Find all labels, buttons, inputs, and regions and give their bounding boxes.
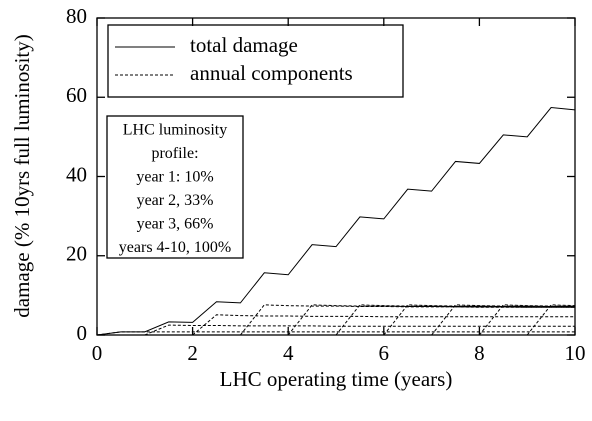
- component-line: [144, 324, 575, 336]
- annotation-box: [106, 115, 244, 259]
- x-tick-label: 0: [92, 341, 103, 365]
- x-tick-label: 6: [379, 341, 390, 365]
- annotation-line: profile:: [151, 145, 198, 162]
- component-line: [431, 304, 575, 336]
- y-axis-label: damage (% 10yrs full luminosity): [10, 34, 34, 317]
- x-tick-label: 8: [474, 341, 485, 365]
- y-tick-label: 20: [66, 242, 87, 266]
- x-tick-label: 10: [565, 341, 586, 365]
- y-tick-label: 60: [66, 83, 87, 107]
- annotation-line: years 4-10, 100%: [119, 239, 231, 256]
- series-line: [96, 107, 576, 336]
- y-tick-label: 0: [77, 321, 88, 345]
- legend-label: annual components: [190, 61, 353, 85]
- y-tick-label: 40: [66, 162, 87, 186]
- component-line: [526, 304, 576, 336]
- x-axis-label: LHC operating time (years): [220, 367, 453, 391]
- annotation-line: year 2, 33%: [137, 192, 214, 209]
- component-line: [192, 314, 575, 336]
- component-line: [240, 304, 575, 336]
- annotation-line: year 1: 10%: [136, 169, 213, 186]
- x-tick-label: 4: [283, 341, 294, 365]
- annotation-line: LHC luminosity: [123, 122, 227, 139]
- legend-label: total damage: [190, 33, 298, 57]
- component-line: [287, 304, 575, 336]
- component-line: [479, 304, 575, 336]
- component-line: [335, 304, 576, 336]
- legend-box: [107, 24, 404, 98]
- annotation-line: year 3, 66%: [137, 216, 214, 233]
- y-tick-label: 80: [66, 4, 87, 28]
- x-tick-label: 2: [187, 341, 198, 365]
